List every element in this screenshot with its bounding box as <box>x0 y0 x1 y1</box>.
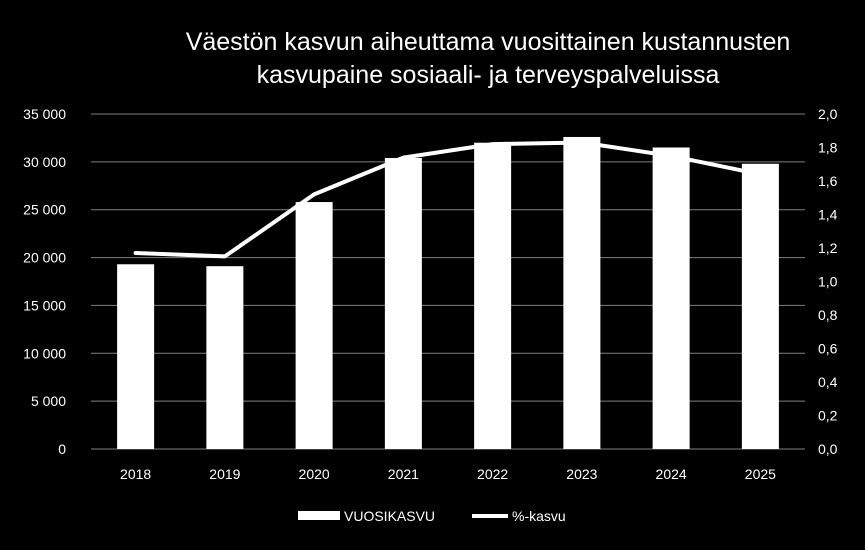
bar <box>117 264 155 449</box>
bar <box>384 158 422 449</box>
x-tick-label: 2020 <box>299 466 330 482</box>
legend-label-line: %-kasvu <box>512 508 566 524</box>
bar-series <box>117 136 779 449</box>
bar <box>652 147 690 449</box>
bar <box>295 202 333 449</box>
legend-label-bar: VUOSIKASVU <box>344 508 435 524</box>
percent-line <box>133 140 763 259</box>
line-point <box>581 141 583 143</box>
x-tick-label: 2019 <box>209 466 240 482</box>
x-tick-label: 2021 <box>388 466 419 482</box>
x-tick-label: 2024 <box>656 466 687 482</box>
legend-swatch-bar <box>298 511 340 520</box>
right-tick-label: 1,0 <box>818 274 838 290</box>
right-tick-label: 0,4 <box>818 374 838 390</box>
x-tick-label: 2018 <box>120 466 151 482</box>
right-tick-label: 1,6 <box>818 173 838 189</box>
line-point <box>759 173 761 175</box>
x-tick-label: 2022 <box>477 466 508 482</box>
chart-title-line-1: Väestön kasvun aiheuttama vuosittainen k… <box>186 28 791 56</box>
right-tick-label: 1,2 <box>818 240 838 256</box>
line-point <box>402 157 404 159</box>
left-tick-label: 0 <box>58 441 66 457</box>
right-tick-label: 0,0 <box>818 441 838 457</box>
line-point <box>224 255 226 257</box>
line-point <box>135 252 137 254</box>
right-y-axis: 0,0 0,2 0,4 0,6 0,8 1,0 1,2 1,4 1,6 1,8 2,0 <box>818 106 838 457</box>
right-tick-label: 0,2 <box>818 408 838 424</box>
left-tick-label: 30 000 <box>23 154 66 170</box>
left-tick-label: 15 000 <box>23 297 66 313</box>
left-tick-label: 5 000 <box>31 393 66 409</box>
right-tick-label: 2,0 <box>818 106 838 122</box>
bar <box>741 163 779 449</box>
line-point <box>313 193 315 195</box>
bar <box>474 142 512 449</box>
right-tick-label: 0,8 <box>818 307 838 323</box>
legend: VUOSIKASVU %-kasvu <box>298 508 566 524</box>
x-axis: 2018 2019 2020 2021 2022 2023 2024 2025 <box>120 466 776 482</box>
x-tick-label: 2025 <box>745 466 776 482</box>
left-y-axis: 0 5 000 10 000 15 000 20 000 25 000 30 000 35 0… <box>23 106 66 457</box>
left-tick-label: 20 000 <box>23 250 66 266</box>
left-tick-label: 25 000 <box>23 202 66 218</box>
left-tick-label: 10 000 <box>23 345 66 361</box>
chart-title-line-2: kasvupaine sosiaali- ja terveyspalveluis… <box>257 61 720 89</box>
bar <box>563 136 601 449</box>
line-point <box>670 155 672 157</box>
right-tick-label: 0,6 <box>818 341 838 357</box>
line-series <box>133 140 763 259</box>
line-point <box>492 143 494 145</box>
bar <box>206 266 244 449</box>
left-tick-label: 35 000 <box>23 106 66 122</box>
x-tick-label: 2023 <box>566 466 597 482</box>
right-tick-label: 1,8 <box>818 140 838 156</box>
gridlines <box>91 113 805 450</box>
right-tick-label: 1,4 <box>818 207 838 223</box>
